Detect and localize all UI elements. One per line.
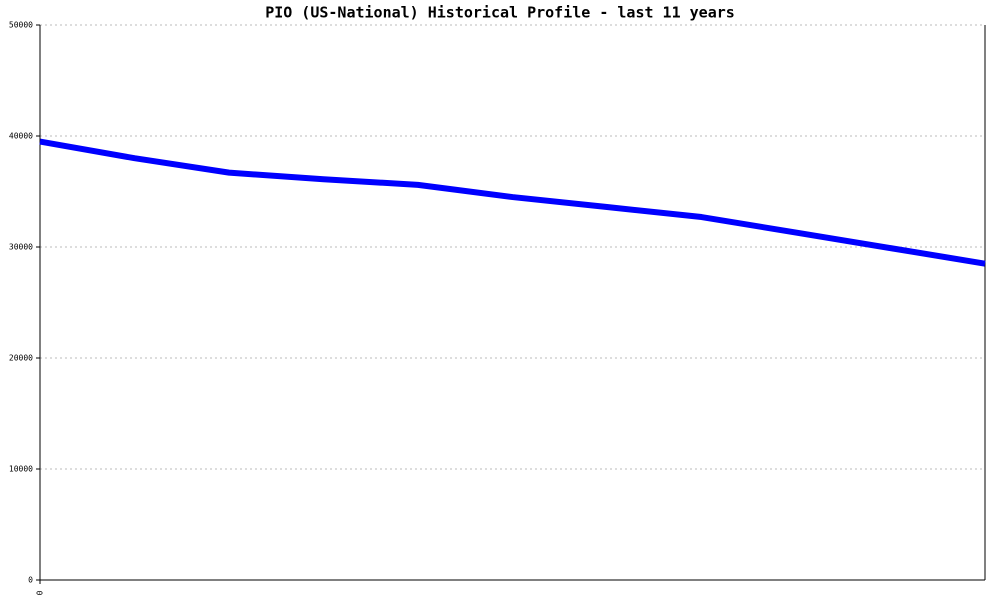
x-tick-label: 0: [36, 590, 45, 595]
data-line: [39, 138, 986, 267]
y-tick-label: 10000: [9, 465, 33, 474]
y-tick-label: 20000: [9, 354, 33, 363]
chart-title: PIO (US-National) Historical Profile - l…: [265, 4, 735, 22]
y-tick-label: 0: [28, 576, 33, 585]
y-tick-label: 30000: [9, 243, 33, 252]
y-tick-label: 40000: [9, 132, 33, 141]
y-tick-label: 50000: [9, 21, 33, 30]
